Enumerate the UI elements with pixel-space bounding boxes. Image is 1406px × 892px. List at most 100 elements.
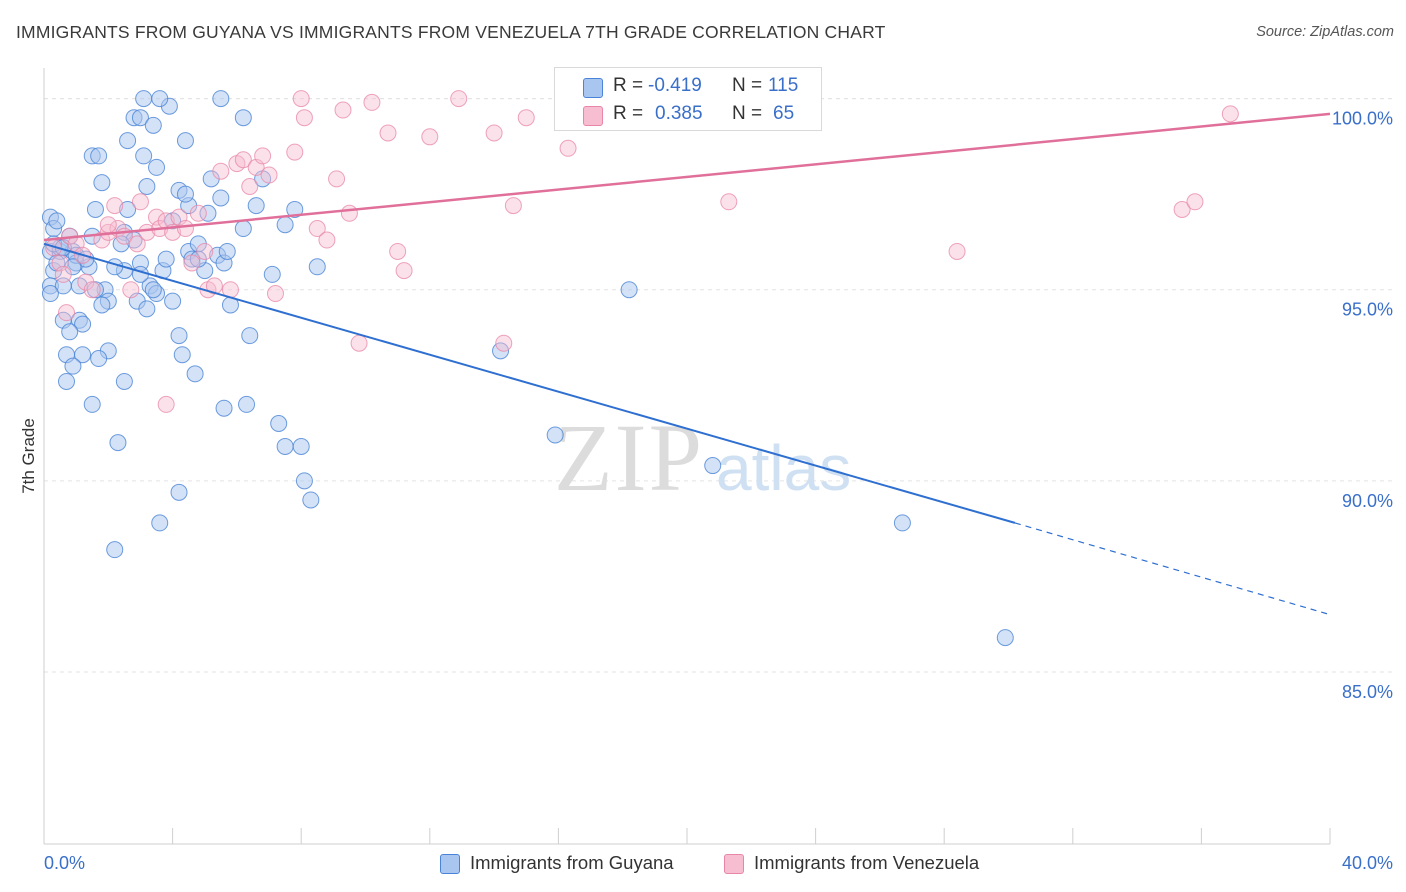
legend-swatch-guyana — [583, 78, 603, 98]
point-guyana — [234, 109, 252, 127]
point-guyana — [164, 292, 182, 310]
legend-row-guyana: R = -0.419 N = 115 — [555, 72, 821, 100]
point-venezuela — [234, 151, 252, 169]
point-venezuela — [189, 204, 207, 222]
point-venezuela — [292, 90, 310, 108]
point-venezuela — [395, 262, 413, 280]
y-tick-label: 85.0% — [1342, 682, 1393, 702]
legend-r-label: R = — [613, 75, 644, 96]
point-venezuela — [450, 90, 468, 108]
point-guyana — [996, 629, 1014, 647]
point-guyana — [238, 395, 256, 413]
x-tick-label-start: 0.0% — [44, 853, 85, 873]
point-guyana — [292, 437, 310, 455]
point-venezuela — [350, 334, 368, 352]
point-guyana — [215, 399, 233, 417]
point-guyana — [131, 265, 149, 283]
point-venezuela — [720, 193, 738, 211]
point-venezuela — [559, 139, 577, 157]
y-axis-title: 7th Grade — [19, 418, 38, 494]
legend-r-value-venezuela: 0.385 — [655, 103, 703, 124]
point-venezuela — [328, 170, 346, 188]
point-guyana — [144, 116, 162, 134]
point-guyana — [135, 147, 153, 165]
point-guyana — [64, 357, 82, 375]
point-guyana — [286, 200, 304, 218]
point-guyana — [93, 174, 111, 192]
legend-n-label: N = — [732, 75, 763, 96]
axes — [43, 68, 1331, 845]
point-venezuela — [183, 254, 201, 272]
point-venezuela — [295, 109, 313, 127]
point-venezuela — [363, 93, 381, 111]
point-guyana — [144, 281, 162, 299]
point-venezuela — [131, 193, 149, 211]
point-venezuela — [58, 304, 76, 322]
point-guyana — [212, 189, 230, 207]
point-venezuela — [241, 178, 259, 196]
point-venezuela — [1186, 193, 1204, 211]
point-venezuela — [205, 277, 223, 295]
point-guyana — [234, 220, 252, 238]
point-venezuela — [517, 109, 535, 127]
y-tick-label: 95.0% — [1342, 300, 1393, 320]
series-guyana-points — [41, 90, 1014, 647]
trend-line-guyana — [43, 242, 1016, 524]
bottom-legend-swatch-venezuela — [724, 854, 744, 874]
point-guyana — [302, 491, 320, 509]
point-guyana — [106, 541, 124, 559]
point-guyana — [176, 185, 194, 203]
legend-n-value-venezuela: 65 — [773, 103, 795, 124]
point-guyana — [90, 350, 108, 368]
point-venezuela — [340, 204, 358, 222]
legend-n-value-guyana: 115 — [768, 75, 799, 96]
point-venezuela — [948, 242, 966, 260]
point-venezuela — [106, 197, 124, 215]
y-tick-label: 90.0% — [1342, 491, 1393, 511]
point-guyana — [90, 147, 108, 165]
point-venezuela — [504, 197, 522, 215]
point-venezuela — [308, 220, 326, 238]
point-guyana — [170, 327, 188, 345]
legend-row-venezuela: R = 0.385 N = 65 — [555, 100, 821, 128]
bottom-legend-swatch-guyana — [440, 854, 460, 874]
point-guyana — [86, 200, 104, 218]
point-guyana — [83, 395, 101, 413]
point-venezuela — [83, 281, 101, 299]
point-venezuela — [318, 231, 336, 249]
point-guyana — [186, 365, 204, 383]
trend-line-guyana-extrapolated — [1014, 522, 1331, 616]
point-guyana — [131, 109, 149, 127]
point-guyana — [109, 434, 127, 452]
bottom-legend-label-venezuela: Immigrants from Venezuela — [754, 852, 980, 873]
point-guyana — [115, 372, 133, 390]
point-guyana — [151, 90, 169, 108]
point-venezuela — [157, 395, 175, 413]
trend-lines — [43, 112, 1331, 616]
point-venezuela — [389, 242, 407, 260]
point-guyana — [135, 90, 153, 108]
point-venezuela — [128, 235, 146, 253]
point-guyana — [176, 132, 194, 150]
point-guyana — [41, 285, 59, 303]
point-guyana — [247, 197, 265, 215]
point-guyana — [270, 415, 288, 433]
point-guyana — [199, 204, 217, 222]
point-guyana — [61, 323, 79, 341]
trend-line-venezuela — [43, 112, 1331, 242]
point-guyana — [241, 327, 259, 345]
point-guyana — [74, 346, 92, 364]
point-venezuela — [485, 124, 503, 142]
point-guyana — [704, 457, 722, 475]
point-guyana — [48, 212, 66, 230]
point-venezuela — [260, 166, 278, 184]
point-venezuela — [421, 128, 439, 146]
legend-r-label: R = — [613, 103, 644, 124]
point-guyana — [308, 258, 326, 276]
point-venezuela — [379, 124, 397, 142]
point-venezuela — [196, 242, 214, 260]
axis-labels: 85.0% 90.0% 95.0% 100.0% 0.0% 40.0% 7th Grade — [19, 109, 1393, 873]
point-guyana — [138, 178, 156, 196]
point-guyana — [212, 90, 230, 108]
